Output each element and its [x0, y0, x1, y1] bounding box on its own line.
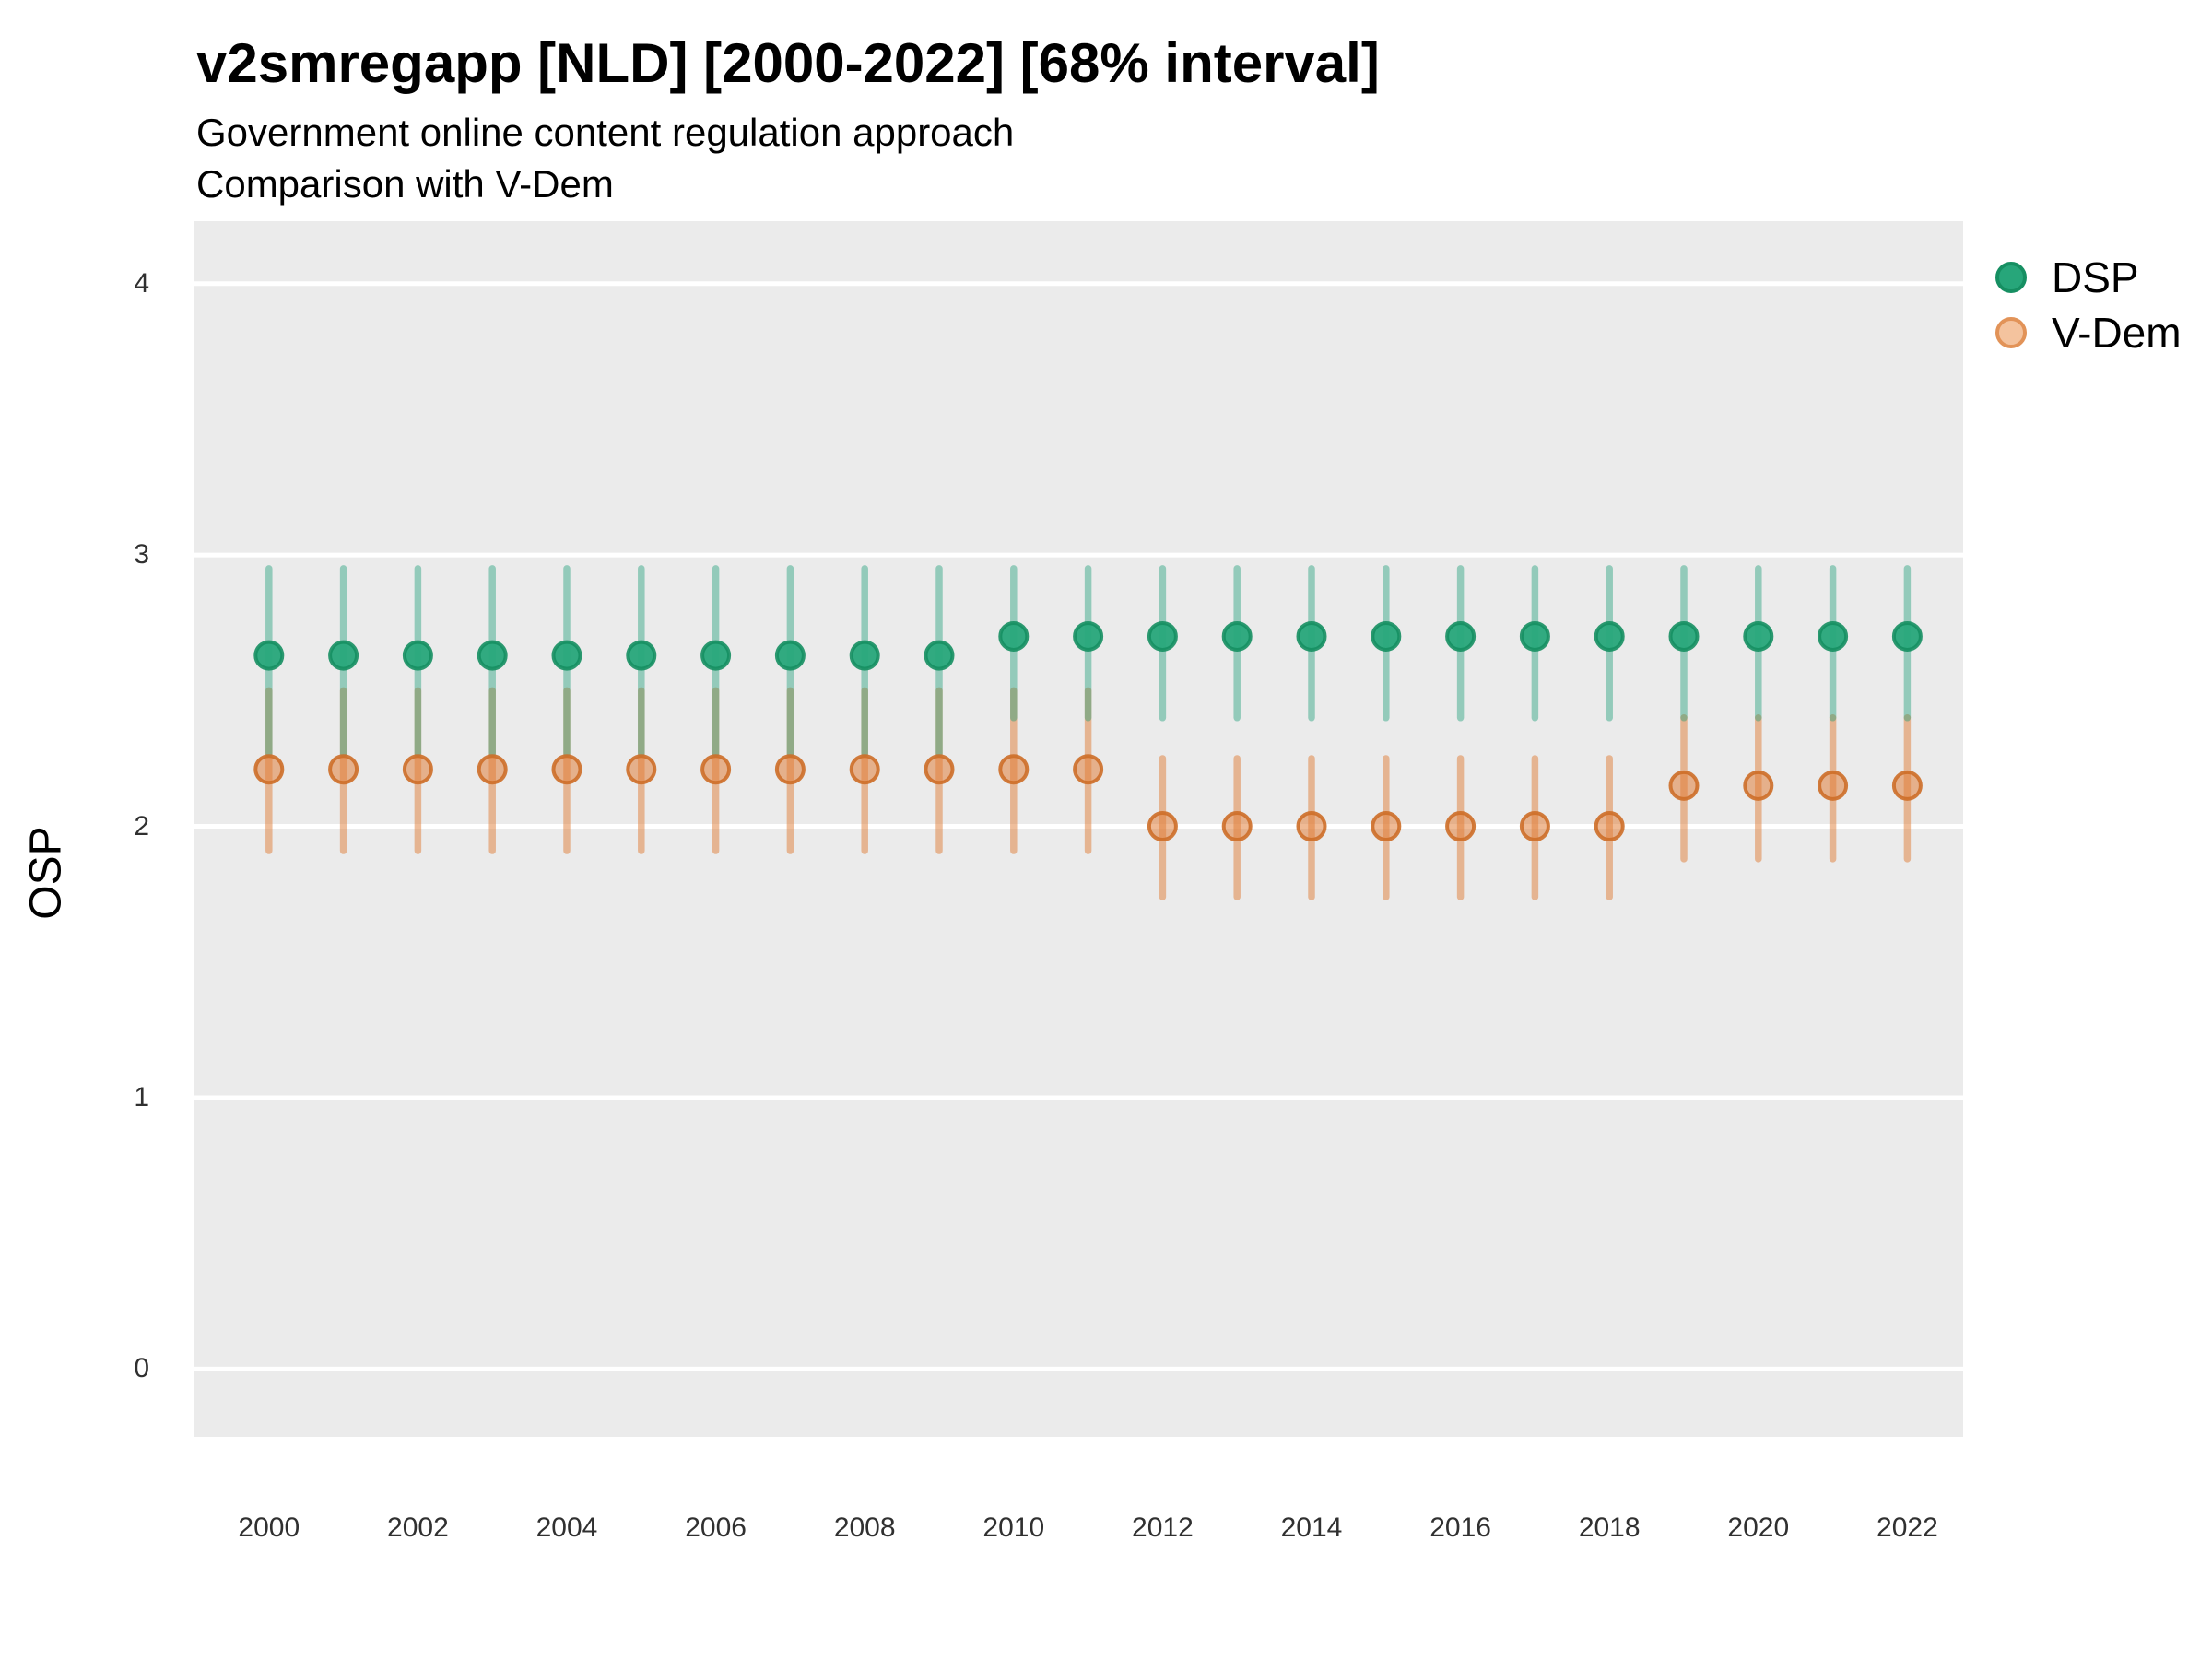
dsp-legend-dot-icon	[1995, 262, 2027, 293]
y-tick-label-3: 3	[134, 539, 149, 571]
vdem-point	[253, 754, 285, 785]
vdem-point	[1073, 754, 1104, 785]
dsp-point	[1594, 620, 1625, 652]
vdem-point	[849, 754, 880, 785]
vdem-legend-dot-icon	[1995, 317, 2027, 348]
vdem-point	[1445, 811, 1477, 842]
y-tick-label-0: 0	[134, 1353, 149, 1384]
x-tick-label-2014: 2014	[1280, 1512, 1343, 1543]
chart-subtitle: Government online content regulation app…	[196, 111, 1015, 154]
x-tick-label-2008: 2008	[833, 1512, 896, 1543]
dsp-point	[551, 640, 582, 671]
page-title: v2smregapp [NLD] [2000-2022] [68% interv…	[196, 32, 1380, 94]
x-tick-label-2016: 2016	[1430, 1512, 1491, 1543]
vdem-point	[477, 754, 508, 785]
x-tick-label-2002: 2002	[387, 1512, 449, 1543]
dsp-point	[1668, 620, 1700, 652]
dsp-point	[328, 640, 359, 671]
legend-label-vdem: V-Dem	[2052, 309, 2182, 357]
vdem-point	[774, 754, 806, 785]
dsp-point	[1221, 620, 1253, 652]
dsp-point	[924, 640, 955, 671]
x-tick-label-2004: 2004	[535, 1512, 598, 1543]
vdem-point	[1594, 811, 1625, 842]
y-tick-label-1: 1	[134, 1081, 149, 1112]
vdem-point	[1668, 770, 1700, 801]
x-tick-label-2006: 2006	[685, 1512, 747, 1543]
x-tick-label-2020: 2020	[1727, 1512, 1790, 1543]
vdem-point	[1891, 770, 1923, 801]
dsp-point	[700, 640, 732, 671]
vdem-point	[924, 754, 955, 785]
panel-background	[194, 221, 1963, 1437]
dsp-point	[1073, 620, 1104, 652]
vdem-point	[626, 754, 657, 785]
dsp-point	[1371, 620, 1402, 652]
vdem-point	[328, 754, 359, 785]
vdem-point	[1371, 811, 1402, 842]
dsp-point	[1743, 620, 1774, 652]
dsp-point	[1891, 620, 1923, 652]
dsp-point	[1296, 620, 1327, 652]
vdem-point	[551, 754, 582, 785]
dsp-point	[253, 640, 285, 671]
x-tick-label-2012: 2012	[1132, 1512, 1194, 1543]
vdem-point	[1519, 811, 1550, 842]
x-tick-label-2018: 2018	[1578, 1512, 1641, 1543]
vdem-point	[700, 754, 732, 785]
vdem-point	[1296, 811, 1327, 842]
vdem-point	[1743, 770, 1774, 801]
chart-subtitle-comparison: Comparison with V-Dem	[196, 162, 614, 206]
dsp-point	[1147, 620, 1178, 652]
dsp-point	[402, 640, 433, 671]
vdem-point	[1221, 811, 1253, 842]
y-tick-label-4: 4	[134, 267, 149, 299]
dsp-point	[1445, 620, 1477, 652]
x-tick-label-2010: 2010	[982, 1512, 1045, 1543]
dsp-point	[849, 640, 880, 671]
dsp-point	[774, 640, 806, 671]
x-tick-label-2000: 2000	[238, 1512, 300, 1543]
dsp-point	[477, 640, 508, 671]
vdem-point	[402, 754, 433, 785]
dsp-point	[1818, 620, 1849, 652]
vdem-point	[998, 754, 1030, 785]
y-axis-title: OSP	[21, 826, 71, 920]
vdem-point	[1147, 811, 1178, 842]
legend-label-dsp: DSP	[2052, 253, 2139, 301]
x-tick-label-2022: 2022	[1877, 1512, 1938, 1543]
y-tick-label-2: 2	[134, 810, 149, 841]
dsp-point	[1519, 620, 1550, 652]
dsp-point	[998, 620, 1030, 652]
vdem-point	[1818, 770, 1849, 801]
dsp-point	[626, 640, 657, 671]
